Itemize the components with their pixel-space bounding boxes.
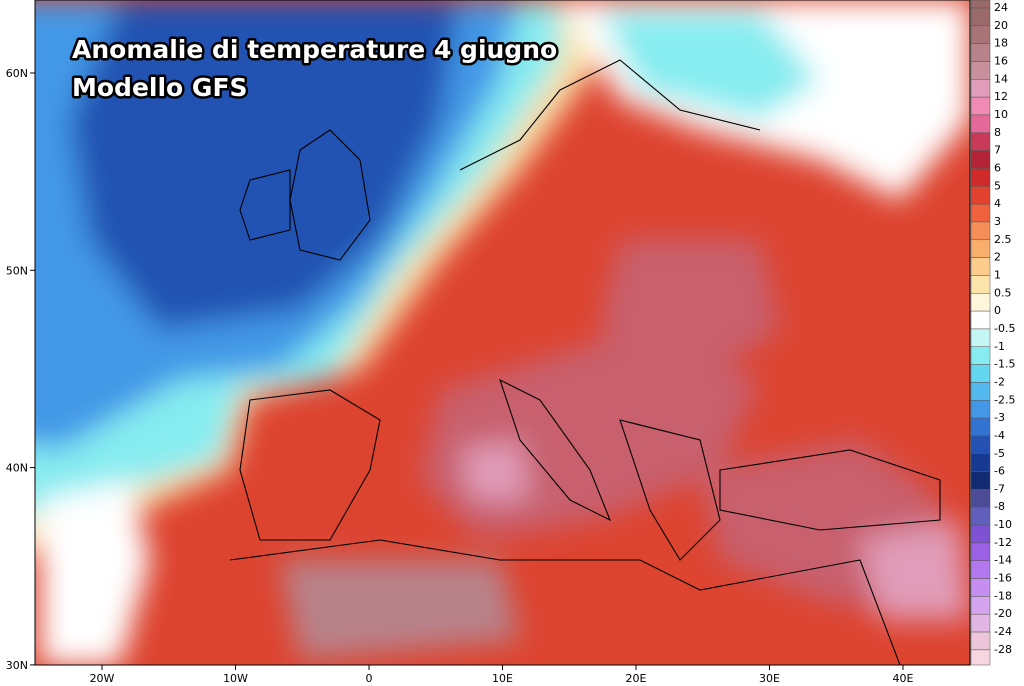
colorbar-label: -18 [994,589,1012,602]
colorbar-swatch [970,453,991,472]
colorbar-swatch [970,25,991,44]
colorbar-swatch [970,239,991,258]
colorbar-swatch [970,203,991,223]
lat-label: 40N [6,462,28,475]
colorbar-swatch [970,578,991,597]
colorbar-label: 16 [994,54,1008,67]
colorbar-label: -1 [994,340,1005,353]
lon-label: 10W [223,672,248,685]
colorbar-swatch [970,435,991,455]
lon-label: 40E [893,672,914,685]
colorbar-label: -2.5 [994,393,1015,406]
colorbar-swatch [970,489,991,508]
colorbar-swatch [970,471,991,490]
map-field [35,0,970,665]
colorbar-swatch [970,613,991,633]
colorbar-swatch [970,649,991,666]
colorbar-label: 6 [994,161,1001,174]
colorbar-swatch [970,61,991,80]
colorbar-label: -12 [994,536,1012,549]
lon-label: 10E [492,672,513,685]
subtitle-line: Modello GFS [72,73,248,102]
lon-label: 20E [626,672,647,685]
colorbar-label: 0.5 [994,286,1012,299]
colorbar-swatch [970,542,991,561]
colorbar-swatch [970,506,991,526]
colorbar-label: 1 [994,268,1001,281]
colorbar-label: -8 [994,500,1005,513]
colorbar-label: -7 [994,482,1005,495]
colorbar-cap [970,0,991,9]
colorbar-swatch [970,293,991,312]
lat-label: 60N [6,67,28,80]
colorbar-swatch [970,96,991,116]
colorbar-label: -5 [994,447,1005,460]
colorbar-label: 2 [994,251,1001,264]
colorbar-label: 12 [994,90,1008,103]
colorbar-label: -3 [994,411,1005,424]
colorbar-label: 2.5 [994,233,1012,246]
colorbar-swatch [970,382,991,401]
lon-label: 20W [90,672,115,685]
coastlines [229,59,941,665]
colorbar-label: -20 [994,607,1012,620]
colorbar-swatch [970,328,991,348]
colorbar-swatch [970,43,991,62]
colorbar-swatch [970,524,991,544]
colorbar-swatch [970,310,991,330]
colorbar-swatch [970,114,991,134]
colorbar-label: 7 [994,144,1001,157]
colorbar-label: 4 [994,197,1001,210]
colorbar-swatch [970,257,991,276]
title-line: Anomalie di temperature 4 giugno [72,35,557,64]
colorbar-label: -6 [994,465,1005,478]
colorbar-label: 20 [994,19,1008,32]
colorbar-label: -0.5 [994,322,1015,335]
colorbar-label: -28 [994,643,1012,656]
colorbar-label: -2 [994,375,1005,388]
colorbar-label: -16 [994,572,1012,585]
colorbar-label: 8 [994,126,1001,139]
lat-label: 50N [6,264,28,277]
colorbar-swatch [970,168,991,187]
colorbar-label: 3 [994,215,1001,228]
colorbar-swatch [970,150,991,169]
colorbar-swatch [970,79,991,98]
colorbar-label: 0 [994,304,1001,317]
colorbar-label: 14 [994,72,1008,85]
colorbar-swatch [970,417,991,437]
colorbar-label: -4 [994,429,1005,442]
colorbar-swatch [970,7,991,27]
colorbar-label: -14 [994,554,1012,567]
colorbar-label: 18 [994,37,1008,50]
colorbar-label: -24 [994,625,1012,638]
colorbar-swatch [970,221,991,241]
colorbar-label: 24 [994,1,1008,14]
lat-label: 30N [6,659,28,672]
colorbar-label: -10 [994,518,1012,531]
colorbar-swatch [970,186,991,205]
colorbar-swatch [970,631,991,651]
colorbar-swatch [970,400,991,419]
colorbar-swatch [970,132,991,151]
colorbar-swatch [970,596,991,615]
lon-label: 30E [759,672,780,685]
colorbar-swatch [970,275,991,294]
colorbar-swatch [970,364,991,383]
colorbar-swatch [970,560,991,579]
colorbar-swatch [970,346,991,365]
colorbar-label: -1.5 [994,358,1015,371]
lon-label: 0 [366,672,373,685]
colorbar-label: 10 [994,108,1008,121]
colorbar-label: 5 [994,179,1001,192]
